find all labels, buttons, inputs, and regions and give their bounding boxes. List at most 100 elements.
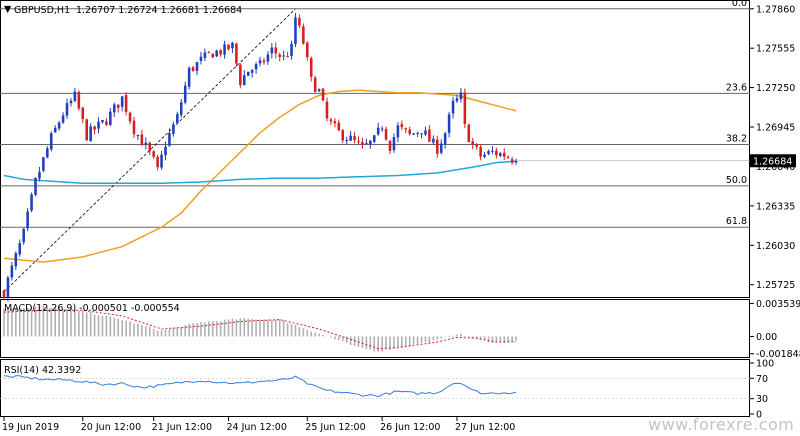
candle-body — [372, 135, 376, 142]
candle-body — [207, 51, 211, 53]
candle — [372, 134, 376, 144]
candle — [388, 140, 392, 155]
candle — [459, 88, 463, 103]
candle-body — [384, 129, 388, 140]
candle-body — [447, 114, 451, 133]
candle-body — [506, 157, 510, 159]
candle — [451, 96, 455, 119]
candle-body — [396, 125, 400, 138]
candle — [183, 81, 187, 105]
candle-body — [408, 129, 411, 134]
candle — [475, 142, 478, 150]
rsi-line — [3, 375, 517, 398]
fib-label-2: 38.2 — [726, 133, 747, 144]
candle-body — [183, 85, 187, 103]
candle-body — [231, 42, 234, 49]
candle-body — [113, 104, 116, 113]
candle — [514, 158, 518, 165]
candle-body — [514, 160, 518, 163]
candle — [85, 118, 88, 141]
candle-body — [325, 101, 329, 119]
candle-body — [459, 92, 463, 100]
candle-body — [471, 141, 475, 145]
candle-body — [53, 127, 57, 133]
candle-body — [65, 103, 69, 116]
candle — [424, 126, 427, 137]
fib-label-4: 61.8 — [726, 216, 747, 227]
candle — [164, 141, 167, 161]
candle-body — [164, 146, 167, 156]
candle-body — [211, 53, 215, 58]
candle-body — [510, 159, 514, 163]
candle — [61, 112, 65, 124]
candle — [278, 52, 282, 62]
candle-body — [309, 58, 313, 77]
candle — [160, 150, 163, 170]
candle-body — [270, 47, 274, 54]
candle-body — [282, 55, 285, 57]
macd-signal-line — [3, 309, 517, 350]
candle — [376, 122, 380, 136]
candle — [144, 137, 148, 150]
macd-y-tick-label-2: -0.001848 — [756, 349, 800, 360]
candle-body — [136, 135, 140, 137]
candle — [463, 88, 467, 129]
candle-body — [274, 47, 278, 54]
y-tick-label-0: 1.27860 — [756, 4, 795, 15]
candle-body — [156, 156, 159, 168]
candle-body — [286, 56, 289, 58]
candle — [239, 63, 242, 89]
candle-body — [479, 146, 482, 157]
candle — [349, 130, 352, 141]
candle-body — [502, 152, 506, 157]
candle-body — [475, 144, 478, 147]
candle-body — [258, 60, 262, 64]
candle — [420, 133, 423, 139]
candle-body — [400, 124, 404, 128]
candle — [101, 119, 104, 124]
y-tick-label-4: 1.26640 — [756, 162, 795, 173]
candle-body — [30, 194, 33, 211]
candle-body — [6, 277, 10, 298]
candle — [439, 139, 443, 155]
candle — [132, 117, 136, 138]
candle — [502, 148, 506, 161]
y-tick-label-1: 1.27555 — [756, 44, 795, 55]
candle — [298, 14, 301, 28]
candle — [341, 129, 345, 144]
candle-body — [61, 115, 65, 123]
candle — [227, 44, 230, 51]
candle-body — [246, 71, 250, 76]
candle — [156, 154, 159, 171]
candle — [176, 111, 179, 125]
candle-body — [203, 52, 207, 58]
watermark: www.forexre.com — [648, 415, 794, 434]
candle-body — [262, 60, 266, 63]
candle — [124, 92, 128, 116]
candle-body — [81, 107, 85, 120]
candle-body — [487, 151, 490, 154]
candle-body — [140, 134, 144, 146]
candle — [81, 107, 85, 124]
candle — [369, 139, 372, 149]
candle-body — [105, 121, 108, 125]
candle-body — [290, 43, 293, 56]
candle — [207, 51, 211, 54]
candle-body — [467, 124, 471, 143]
candle-body — [73, 91, 77, 101]
candle — [93, 125, 96, 135]
candle-body — [38, 171, 41, 179]
candle — [53, 125, 57, 134]
moving-average-blue — [3, 160, 517, 185]
candle-body — [179, 102, 183, 116]
candle — [290, 40, 293, 60]
candle — [306, 41, 309, 61]
candle — [242, 70, 246, 86]
candle-body — [10, 265, 14, 278]
candle — [400, 120, 404, 131]
header-arrow[interactable]: ▼ — [4, 4, 12, 15]
candle-body — [404, 127, 408, 130]
candle — [266, 51, 270, 65]
candle-body — [93, 126, 96, 130]
candle — [57, 120, 61, 131]
